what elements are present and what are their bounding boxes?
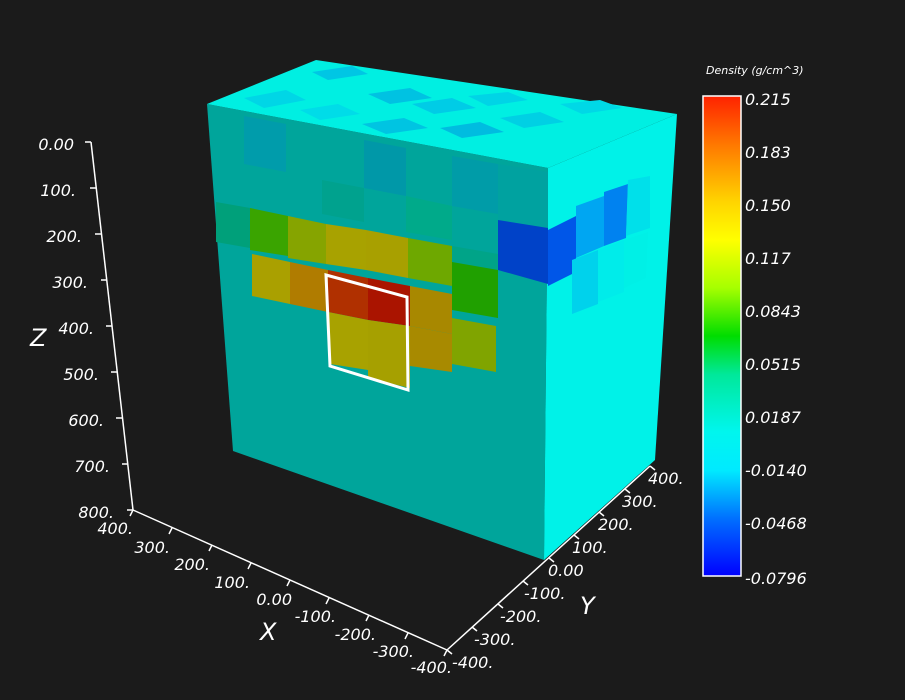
y-tick-label: 0.00 <box>548 561 584 580</box>
x-axis-title: X <box>258 618 277 646</box>
colorbar-label: 0.117 <box>745 249 792 268</box>
colorbar-label: 0.0187 <box>745 408 802 427</box>
selection-highlight[interactable] <box>324 273 410 393</box>
z-axis: 0.00 100. 200. 300. 400. 500. 600. 700. … <box>29 135 134 522</box>
y-tick-label: -300. <box>474 630 515 649</box>
y-tick-label: -100. <box>524 584 565 603</box>
x-tick-label: 300. <box>134 538 170 557</box>
z-tick-label: 700. <box>74 457 110 476</box>
z-tick-label: 0.00 <box>38 135 74 154</box>
axes: 0.00 100. 200. 300. 400. 500. 600. 700. … <box>29 135 684 677</box>
x-tick-label: -400. <box>411 658 452 677</box>
z-tick-label: 500. <box>63 365 99 384</box>
colorbar-gradient-bar <box>702 95 742 577</box>
z-tick-label: 600. <box>68 411 104 430</box>
z-axis-ticks <box>85 141 133 511</box>
colorbar-label: -0.0468 <box>745 514 807 533</box>
x-axis-ticks <box>129 509 448 657</box>
x-tick-label: 0.00 <box>256 590 292 609</box>
colorbar-label: 0.0515 <box>745 355 801 374</box>
colorbar-label: 0.215 <box>745 90 791 109</box>
front-face-upper-cells <box>244 116 548 240</box>
z-tick-label: 200. <box>46 227 82 246</box>
colorbar-label: -0.0796 <box>745 569 807 588</box>
y-tick-label: 300. <box>622 492 658 511</box>
x-tick-label: 100. <box>214 573 250 592</box>
colorbar-title: Density (g/cm^3) <box>706 64 804 77</box>
z-tick-label: 300. <box>52 273 88 292</box>
top-face-cells <box>244 66 622 138</box>
colorbar-label: 0.150 <box>745 196 791 215</box>
x-tick-label: -200. <box>335 625 376 644</box>
side-face-cells <box>498 176 650 314</box>
colorbar-label: 0.183 <box>745 143 791 162</box>
model-top-face <box>207 60 677 168</box>
x-axis: 400. 300. 200. 100. 0.00 -100. -200. -30… <box>97 509 452 677</box>
y-axis: -400. -300. -200. -100. 0.00 100. 200. 3… <box>446 465 684 672</box>
y-axis-title: Y <box>580 592 597 620</box>
colorbar-labels: 0.215 0.183 0.150 0.117 0.0843 0.0515 0.… <box>745 90 807 588</box>
z-tick-label: 400. <box>58 319 94 338</box>
y-tick-label: 100. <box>572 538 608 557</box>
y-tick-label: -200. <box>500 607 541 626</box>
x-tick-label: 400. <box>97 519 133 538</box>
y-tick-label: -400. <box>452 653 493 672</box>
y-tick-label: 400. <box>648 469 684 488</box>
z-tick-label: 800. <box>78 503 114 522</box>
colorbar-label: -0.0140 <box>745 461 807 480</box>
colorbar[interactable]: Density (g/cm^3) 0.215 0.183 0.150 0.117… <box>702 64 807 588</box>
z-tick-label: 100. <box>40 181 76 200</box>
x-tick-label: 200. <box>174 555 210 574</box>
x-tick-label: -300. <box>373 642 414 661</box>
voxel-model[interactable] <box>207 60 677 560</box>
z-axis-title: Z <box>29 324 47 352</box>
y-tick-label: 200. <box>598 515 634 534</box>
x-tick-label: -100. <box>295 607 336 626</box>
y-axis-ticks <box>446 465 656 655</box>
colorbar-label: 0.0843 <box>745 302 801 321</box>
